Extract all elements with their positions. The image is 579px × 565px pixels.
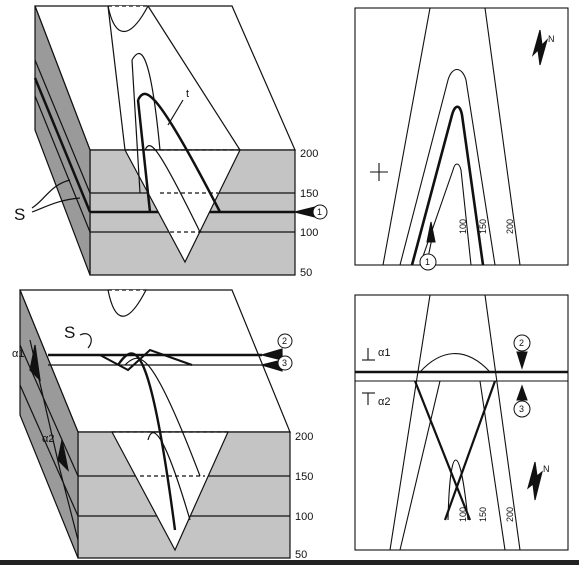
contour-top-100: 100 (458, 219, 468, 234)
top-block-side-face (34, 5, 91, 276)
marker-2-map (513, 334, 531, 352)
svg-text:2: 2 (519, 338, 524, 348)
top-map (354, 7, 569, 266)
label-alpha2-left: α2 (42, 433, 54, 445)
marker-3-block (277, 355, 293, 371)
marker-1-map (419, 253, 437, 271)
top-block-diagram (31, 5, 316, 276)
bottom-block-diagram (19, 289, 291, 559)
north-top: N (548, 34, 555, 44)
label-alpha2-map: α2 (378, 396, 390, 408)
contour-top-150: 150 (478, 219, 488, 234)
svg-text:1: 1 (317, 207, 322, 217)
bottom-map-frame (354, 294, 569, 551)
marker-2-block (277, 333, 293, 349)
bottom-map (354, 294, 569, 551)
marker-1-block (312, 204, 328, 220)
tick-top-150: 150 (300, 188, 318, 200)
tick-top-50: 50 (300, 267, 312, 279)
svg-text:3: 3 (519, 404, 524, 414)
label-alpha1-map: α1 (378, 347, 390, 359)
bottom-border-bar (0, 560, 579, 565)
tick-bottom-50: 50 (295, 549, 307, 561)
north-bottom: N (543, 464, 550, 474)
contour-bottom-200: 200 (505, 507, 515, 522)
svg-text:3: 3 (282, 358, 287, 368)
label-s-bottom: S (64, 323, 75, 342)
tick-top-100: 100 (300, 227, 318, 239)
label-t: t (186, 88, 189, 100)
tick-bottom-100: 100 (295, 511, 313, 523)
contour-bottom-150: 150 (478, 507, 488, 522)
label-alpha1-left: α1 (12, 348, 24, 360)
contour-bottom-100: 100 (458, 507, 468, 522)
svg-text:2: 2 (282, 336, 287, 346)
tick-bottom-150: 150 (295, 471, 313, 483)
marker-3-map (513, 400, 531, 418)
tick-bottom-200: 200 (295, 431, 313, 443)
tick-top-200: 200 (300, 148, 318, 160)
contour-top-200: 200 (505, 219, 515, 234)
svg-text:1: 1 (425, 257, 430, 267)
label-s-top: S (14, 205, 25, 224)
